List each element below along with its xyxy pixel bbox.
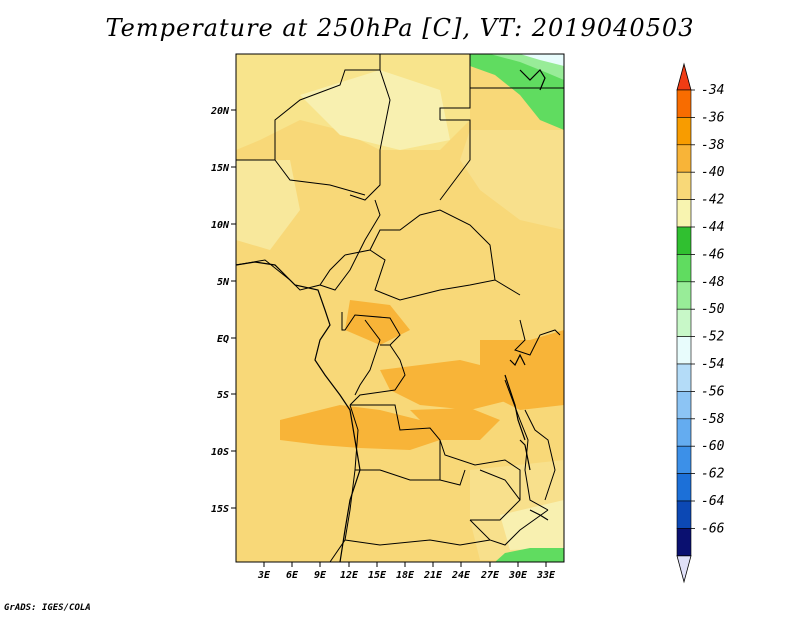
colorbar-label: -50 [701, 302, 725, 317]
colorbar-band [676, 363, 692, 392]
lat-label: 15S [211, 504, 229, 515]
colorbar-band [676, 254, 692, 283]
colorbar-label: -62 [701, 467, 725, 482]
colorbar-label: -44 [701, 220, 724, 235]
colorbar-band [676, 144, 692, 173]
latitude-axis: 20N 15N 10N 5N EQ 5S 10S 15S [210, 106, 236, 515]
colorbar-band [676, 473, 692, 502]
lat-label: 10S [211, 447, 229, 458]
colorbar-label: -56 [701, 384, 725, 399]
lat-label: 15N [211, 163, 230, 174]
colorbar: -34 -36 -38 -40 -42 -44 -46 -48 -50 -52 -54 -56 -58 -… [676, 62, 725, 584]
colorbar-label: -54 [701, 357, 724, 372]
coastline [235, 69, 549, 563]
lat-label: 10N [211, 220, 230, 231]
colorbar-label: -46 [701, 247, 725, 262]
colorbar-label: -34 [701, 83, 724, 98]
colorbar-bottom-arrow [676, 555, 692, 584]
colorbar-band [676, 117, 692, 146]
colorbar-label: -38 [701, 138, 725, 153]
longitude-axis: 3E 6E 9E 12E 15E 18E 21E 24E 27E 30E 33E [257, 562, 556, 581]
colorbar-band [676, 199, 692, 228]
chart-title: Temperature at 250hPa [C], VT: 201904050… [105, 14, 695, 42]
colorbar-band [676, 418, 692, 447]
grads-credit: GrADS: IGES/COLA [4, 603, 91, 613]
lon-label: 33E [536, 570, 556, 581]
colorbar-band [676, 171, 692, 200]
colorbar-label: -36 [701, 110, 725, 125]
lon-label: 21E [423, 570, 443, 581]
colorbar-band [676, 89, 692, 118]
lon-label: 27E [480, 570, 500, 581]
lat-label: 20N [210, 106, 230, 117]
colorbar-band [676, 391, 692, 420]
lon-label: 18E [396, 570, 415, 581]
colorbar-label: -42 [701, 193, 725, 208]
colorbar-band [676, 445, 692, 474]
colorbar-band [676, 500, 692, 529]
colorbar-label: -64 [701, 494, 724, 509]
lat-label: 5S [217, 390, 229, 401]
colorbar-top-arrow [676, 62, 692, 91]
colorbar-band [676, 226, 692, 255]
lon-label: 24E [451, 570, 471, 581]
colorbar-label: -58 [701, 412, 725, 427]
map-frame [235, 53, 565, 563]
lon-label: 30E [508, 570, 528, 581]
lon-label: 3E [257, 570, 271, 581]
colorbar-band [676, 336, 692, 365]
lon-label: 6E [286, 570, 299, 581]
lon-label: 12E [340, 570, 359, 581]
colorbar-band [676, 308, 692, 337]
lon-label: 9E [314, 570, 327, 581]
colorbar-label: -48 [701, 275, 725, 290]
colorbar-label: -40 [701, 165, 725, 180]
lon-label: 15E [368, 570, 387, 581]
temperature-field [236, 54, 564, 562]
lat-label: 5N [217, 277, 230, 288]
colorbar-label: -66 [701, 521, 725, 536]
colorbar-label: -60 [701, 439, 725, 454]
colorbar-band [676, 281, 692, 310]
colorbar-band [676, 528, 692, 557]
colorbar-label: -52 [701, 330, 725, 345]
lat-label: EQ [217, 334, 229, 345]
